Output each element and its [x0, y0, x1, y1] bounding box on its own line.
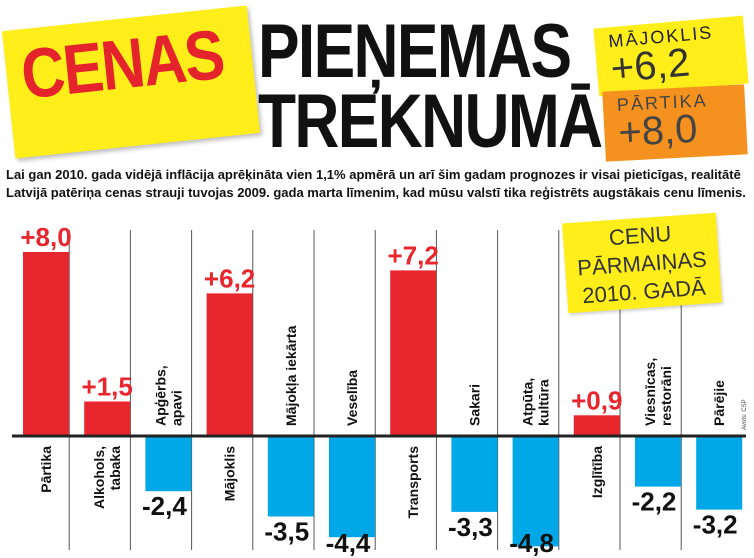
bar [573, 415, 620, 436]
category-label-line: apavi [168, 390, 184, 426]
bar [267, 436, 314, 517]
category-label: Pārējie [711, 380, 727, 426]
category-label-line: Pārējie [711, 380, 727, 426]
category-label-line: Veselība [344, 370, 360, 426]
category-label-line: Apģērbs, [152, 365, 168, 426]
bars [23, 252, 743, 547]
category-labels: Pārtika Alkohols, tabaka Apģērbs, apavi Mājok… [38, 325, 727, 518]
value-label: -3,5 [264, 517, 309, 547]
headline-line-1: PIEŅEMAS [258, 9, 572, 94]
category-label: Apģērbs, apavi [152, 365, 184, 426]
bar [145, 436, 192, 492]
bar [23, 252, 69, 436]
source-note: Avots: CSP [742, 399, 748, 430]
category-label: Pārtika [38, 446, 54, 493]
headline-line-2: TREKNUMĀ [258, 79, 603, 164]
value-label: -4,4 [326, 528, 371, 558]
value-label: +1,5 [82, 372, 133, 402]
category-label-line: restorāni [658, 366, 674, 426]
category-label-line: Sakari [466, 384, 482, 426]
category-label: Sakari [466, 384, 482, 426]
category-label: Atpūta, kultūra [520, 378, 552, 426]
bar [390, 270, 437, 436]
bar [84, 401, 131, 436]
value-labels: +8,0 +1,5 -2,4 +6,2 -3,5 -4,4 +7,2 -3,3 -4,8 +0,9… [20, 222, 737, 558]
value-label: +8,0 [20, 222, 71, 252]
value-label: +6,2 [204, 263, 255, 293]
category-label-line: kultūra [536, 379, 552, 426]
category-label: Veselība [344, 370, 360, 426]
category-label: Mājokļa iekārta [283, 325, 299, 426]
value-label: -3,3 [448, 512, 493, 542]
bar [451, 436, 498, 512]
category-label-line: Mājoklis [222, 446, 238, 501]
value-label: +0,9 [571, 385, 622, 415]
value-label: -2,4 [142, 491, 187, 521]
category-label: Mājoklis [222, 446, 238, 501]
category-label: Transports [405, 446, 421, 519]
value-label: -4,8 [509, 528, 554, 558]
column-dividers [68, 230, 682, 550]
bar [635, 436, 681, 487]
category-label: Viesnīcas, restorāni [642, 358, 674, 426]
headline: CENAS PIEŅEMAS TREKNUMĀ MĀJOKLIS +6,2 PĀ… [0, 0, 754, 164]
callout-sticker: CENU PĀRMAIŅAS 2010. GADĀ [562, 212, 722, 314]
category-label: Izglītība [589, 446, 605, 498]
category-label: Alkohols, tabaka [91, 446, 123, 509]
value-label: -3,2 [693, 510, 738, 540]
bar [206, 293, 253, 436]
category-label-line: Alkohols, [91, 446, 107, 509]
category-label-line: Transports [405, 446, 421, 519]
category-label-line: Atpūta, [520, 378, 536, 426]
category-label-line: Izglītība [589, 446, 605, 498]
category-label-line: Viesnīcas, [642, 358, 658, 426]
category-label-line: tabaka [107, 446, 123, 491]
category-label-line: Mājokļa iekārta [283, 325, 299, 426]
value-label: -2,2 [632, 487, 677, 517]
bar [512, 436, 559, 547]
intro-paragraph: Lai gan 2010. gada vidējā inflācija aprē… [6, 167, 746, 200]
bar [696, 436, 743, 510]
category-label-line: Pārtika [38, 446, 54, 493]
bar [329, 436, 375, 538]
value-label: +7,2 [388, 240, 439, 270]
